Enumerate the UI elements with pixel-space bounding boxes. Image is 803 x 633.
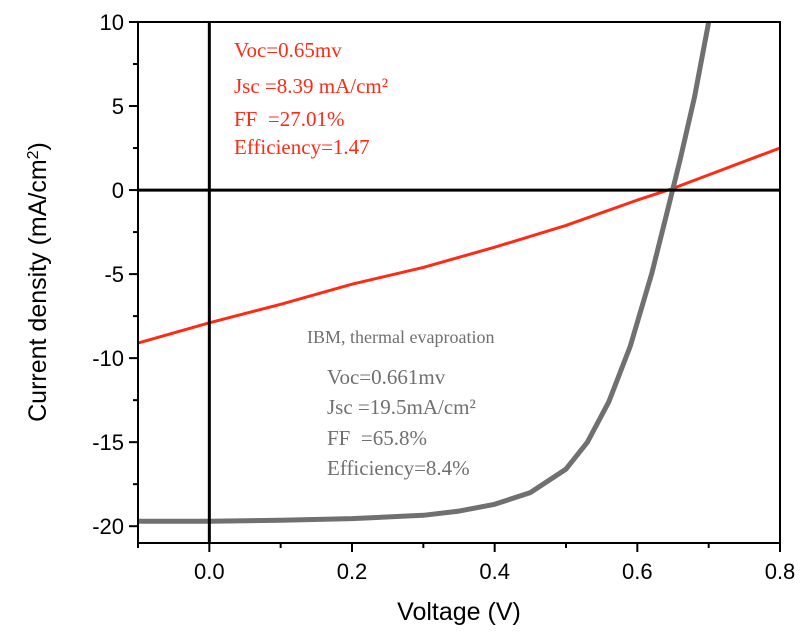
red-annotation-line: Voc=0.65mv xyxy=(234,38,342,62)
series-layer xyxy=(138,22,780,524)
gray-annotation-line: Voc=0.661mv xyxy=(327,365,446,389)
y-axis-title-sup: 2 xyxy=(25,150,42,159)
y-tick-label: 5 xyxy=(112,94,124,119)
red-annotation-line: Efficiency=1.47 xyxy=(234,135,370,159)
y-tick-label: -10 xyxy=(92,346,124,371)
gray-annotation-line: Efficiency=8.4% xyxy=(327,456,470,480)
gray-annotation-heading: IBM, thermal evaproation xyxy=(307,327,494,347)
ticks-layer xyxy=(129,21,781,552)
y-tick-label: -5 xyxy=(104,262,124,287)
gray-annotation-line: FF =65.8% xyxy=(327,426,427,450)
y-tick-label: 10 xyxy=(100,10,124,35)
y-axis-title-end: ) xyxy=(24,142,52,150)
x-axis-title: Voltage (V) xyxy=(397,598,521,626)
x-tick-label: 0.2 xyxy=(337,559,368,584)
y-tick-label: -15 xyxy=(92,430,124,455)
red-annotation: Voc=0.65mv Jsc =8.39 mA/cm² FF =27.01% E… xyxy=(234,38,388,159)
x-tick-label: 0.0 xyxy=(194,559,225,584)
x-tick-label: 0.8 xyxy=(765,559,796,584)
plot-frame xyxy=(137,21,781,544)
x-tick-labels: 0.0 0.2 0.4 0.6 0.8 xyxy=(194,559,795,584)
y-tick-label: -20 xyxy=(92,514,124,539)
x-tick-label: 0.6 xyxy=(622,559,653,584)
red-annotation-line: Jsc =8.39 mA/cm² xyxy=(234,74,388,98)
y-tick-labels: 10 5 0 -5 -10 -15 -20 xyxy=(92,10,124,539)
series-line-red xyxy=(138,146,780,345)
y-tick-label: 0 xyxy=(112,178,124,203)
gray-annotation: IBM, thermal evaproation Voc=0.661mv Jsc… xyxy=(307,327,494,480)
gray-annotation-line: Jsc =19.5mA/cm² xyxy=(327,395,476,419)
series-line-gray xyxy=(138,22,712,524)
y-axis-title: Current density (mA/cm2) xyxy=(24,142,52,422)
x-tick-label: 0.4 xyxy=(479,559,510,584)
red-annotation-line: FF =27.01% xyxy=(234,107,344,131)
y-axis-title-main: Current density (mA/cm xyxy=(24,159,52,422)
